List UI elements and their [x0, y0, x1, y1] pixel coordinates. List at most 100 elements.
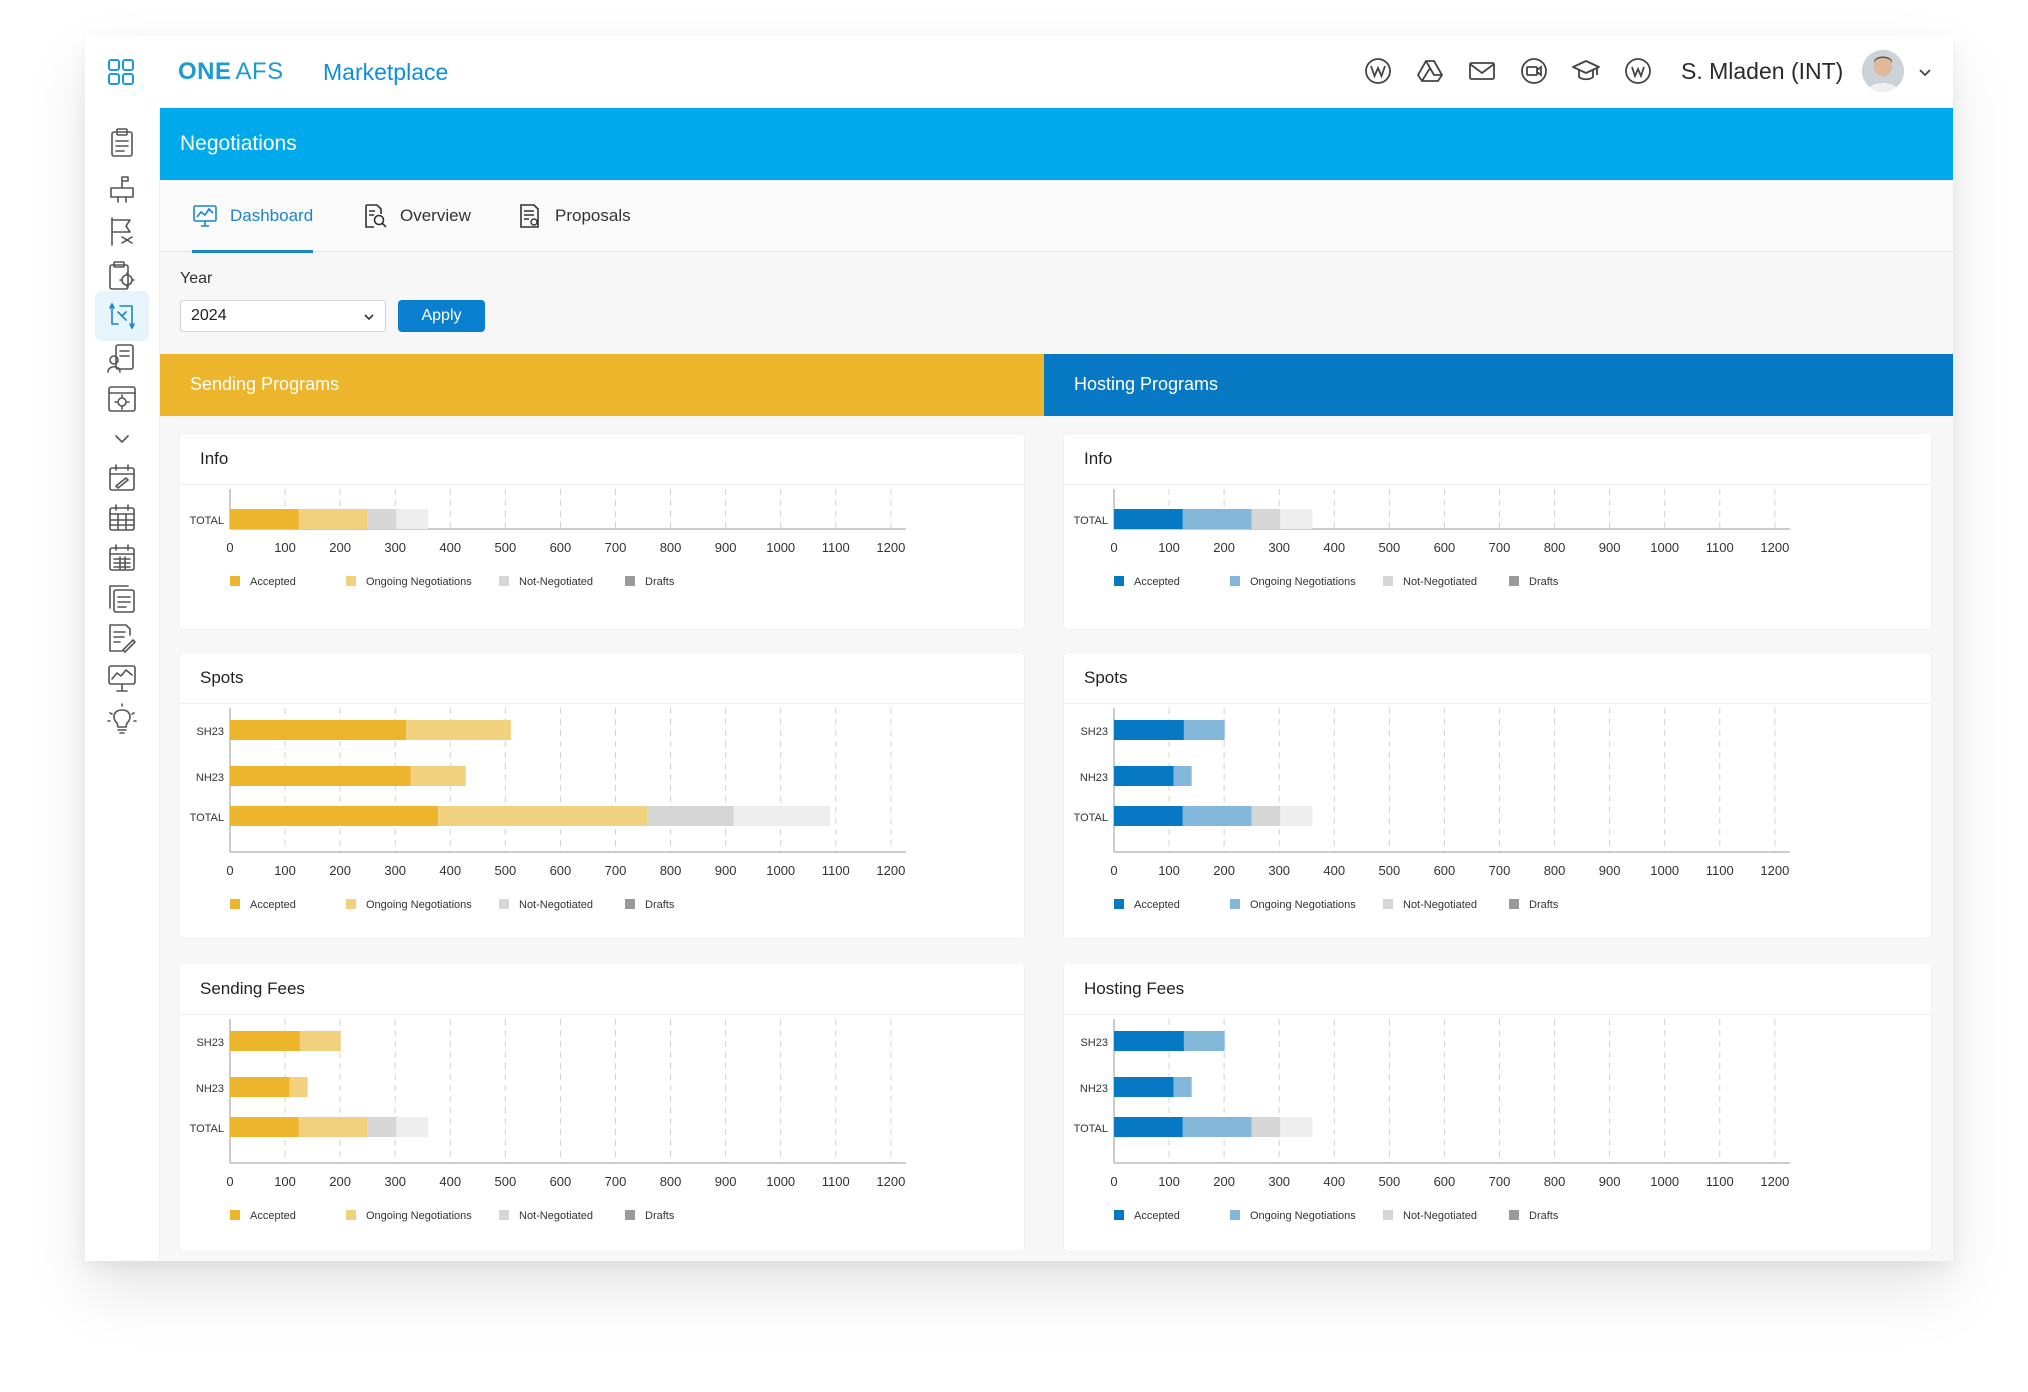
sidebar-item-monitor-chart[interactable] — [95, 653, 149, 703]
bar-ongoing-negotiations-nh23[interactable] — [1173, 766, 1192, 786]
bar-ongoing-negotiations-sh23[interactable] — [1183, 720, 1225, 740]
tab-overview[interactable]: Overview — [362, 180, 471, 252]
sidebar-item-chevron-down[interactable] — [95, 414, 149, 464]
bar-ongoing-negotiations-sh23[interactable] — [406, 720, 511, 740]
chevron-down-icon[interactable] — [1917, 64, 1933, 80]
user-name[interactable]: S. Mladen (INT) — [1681, 58, 1844, 84]
legend-label[interactable]: Not-Negotiated — [519, 1210, 593, 1222]
sidebar-item-calendar-table[interactable] — [95, 533, 149, 583]
sidebar-item-edit-document[interactable] — [95, 613, 149, 663]
sidebar-item-settings-clipboard[interactable] — [95, 251, 149, 301]
bar-not-negotiated-total[interactable] — [1251, 806, 1281, 826]
legend-label[interactable]: Drafts — [645, 899, 675, 911]
bar-ongoing-negotiations-sh23[interactable] — [1183, 1031, 1225, 1051]
graduation-cap-icon[interactable] — [1571, 56, 1601, 86]
legend-label[interactable]: Accepted — [1134, 899, 1180, 911]
legend-label[interactable]: Accepted — [1134, 1210, 1180, 1222]
bar-accepted-nh23[interactable] — [1114, 1077, 1174, 1097]
google-drive-icon[interactable] — [1415, 56, 1445, 86]
bar-accepted-total[interactable] — [1114, 509, 1183, 529]
bar-accepted-total[interactable] — [1114, 806, 1183, 826]
legend-label[interactable]: Drafts — [645, 1210, 675, 1222]
legend-label[interactable]: Accepted — [250, 576, 296, 588]
bar-ongoing-negotiations-total[interactable] — [1182, 509, 1252, 529]
workplace-icon[interactable] — [1623, 56, 1653, 86]
legend-label[interactable]: Drafts — [1529, 899, 1559, 911]
app-grid-icon[interactable] — [107, 58, 135, 86]
bar-accepted-sh23[interactable] — [230, 1031, 300, 1051]
bar-ongoing-negotiations-total[interactable] — [298, 509, 368, 529]
legend-label[interactable]: Not-Negotiated — [1403, 899, 1477, 911]
sidebar-item-clipboard[interactable] — [95, 118, 149, 168]
bar-accepted-sh23[interactable] — [230, 720, 407, 740]
legend-label[interactable]: Not-Negotiated — [519, 899, 593, 911]
year-select[interactable]: 2024 — [180, 300, 386, 332]
legend-label[interactable]: Ongoing Negotiations — [366, 576, 472, 588]
sidebar-item-mailbox[interactable] — [95, 163, 149, 213]
sidebar-item-user-document[interactable] — [95, 333, 149, 383]
bar-accepted-total[interactable] — [1114, 1117, 1183, 1137]
bar-ongoing-negotiations-sh23[interactable] — [299, 1031, 341, 1051]
tab-proposals[interactable]: Proposals — [517, 180, 631, 252]
bar-not-negotiated-total[interactable] — [367, 509, 397, 529]
tab-dashboard[interactable]: Dashboard — [192, 180, 314, 253]
legend-label[interactable]: Not-Negotiated — [519, 576, 593, 588]
bar-ongoing-negotiations-nh23[interactable] — [410, 766, 466, 786]
sidebar-item-flag[interactable] — [95, 206, 149, 256]
mail-icon[interactable] — [1467, 56, 1497, 86]
bar-ongoing-negotiations-total[interactable] — [1182, 1117, 1252, 1137]
legend-label[interactable]: Accepted — [250, 899, 296, 911]
x-tick-label: 1000 — [766, 540, 795, 555]
bar-ongoing-negotiations-total[interactable] — [1182, 806, 1252, 826]
sidebar-item-settings-window[interactable] — [95, 374, 149, 424]
legend-label[interactable]: Ongoing Negotiations — [1250, 576, 1356, 588]
bar-not-negotiated-total[interactable] — [647, 806, 734, 826]
legend-label[interactable]: Drafts — [1529, 576, 1559, 588]
bar-drafts-total[interactable] — [396, 509, 429, 529]
sidebar-item-documents-stack[interactable] — [95, 574, 149, 624]
bar-not-negotiated-total[interactable] — [1251, 1117, 1281, 1137]
legend-label[interactable]: Ongoing Negotiations — [1250, 899, 1356, 911]
legend-swatch — [1114, 1210, 1124, 1220]
legend-label[interactable]: Drafts — [1529, 1210, 1559, 1222]
x-tick-label: 300 — [384, 540, 406, 555]
legend-label[interactable]: Drafts — [645, 576, 675, 588]
dashboard-monitor-icon — [193, 205, 217, 227]
avatar[interactable] — [1862, 50, 1904, 92]
bar-not-negotiated-total[interactable] — [367, 1117, 397, 1137]
bar-accepted-nh23[interactable] — [1114, 766, 1174, 786]
legend-label[interactable]: Not-Negotiated — [1403, 1210, 1477, 1222]
bar-accepted-total[interactable] — [230, 509, 299, 529]
brand-logo[interactable]: ONE AFS — [178, 58, 284, 86]
bar-accepted-nh23[interactable] — [230, 1077, 290, 1097]
bar-drafts-total[interactable] — [1280, 806, 1313, 826]
bar-drafts-total[interactable] — [396, 1117, 429, 1137]
bar-accepted-nh23[interactable] — [230, 766, 411, 786]
legend-label[interactable]: Ongoing Negotiations — [366, 1210, 472, 1222]
bar-accepted-total[interactable] — [230, 806, 439, 826]
bar-drafts-total[interactable] — [1280, 509, 1313, 529]
sidebar-item-negotiations[interactable] — [95, 291, 149, 341]
legend-label[interactable]: Accepted — [250, 1210, 296, 1222]
bar-drafts-total[interactable] — [1280, 1117, 1313, 1137]
bar-not-negotiated-total[interactable] — [1251, 509, 1281, 529]
bar-accepted-total[interactable] — [230, 1117, 299, 1137]
bar-drafts-total[interactable] — [733, 806, 831, 826]
sending-programs-banner: Sending Programs — [160, 354, 1044, 416]
sidebar-item-calendar-grid[interactable] — [95, 493, 149, 543]
video-call-icon[interactable] — [1519, 56, 1549, 86]
wikipedia-icon[interactable] — [1363, 56, 1393, 86]
bar-ongoing-negotiations-nh23[interactable] — [1173, 1077, 1192, 1097]
legend-label[interactable]: Ongoing Negotiations — [366, 899, 472, 911]
bar-accepted-sh23[interactable] — [1114, 1031, 1184, 1051]
apply-button[interactable]: Apply — [398, 300, 485, 332]
legend-label[interactable]: Not-Negotiated — [1403, 576, 1477, 588]
legend-label[interactable]: Ongoing Negotiations — [1250, 1210, 1356, 1222]
sidebar-item-lightbulb[interactable] — [95, 694, 149, 744]
bar-accepted-sh23[interactable] — [1114, 720, 1184, 740]
bar-ongoing-negotiations-total[interactable] — [298, 1117, 368, 1137]
bar-ongoing-negotiations-nh23[interactable] — [289, 1077, 308, 1097]
sidebar-item-calendar-edit[interactable] — [95, 453, 149, 503]
legend-label[interactable]: Accepted — [1134, 576, 1180, 588]
bar-ongoing-negotiations-total[interactable] — [438, 806, 648, 826]
